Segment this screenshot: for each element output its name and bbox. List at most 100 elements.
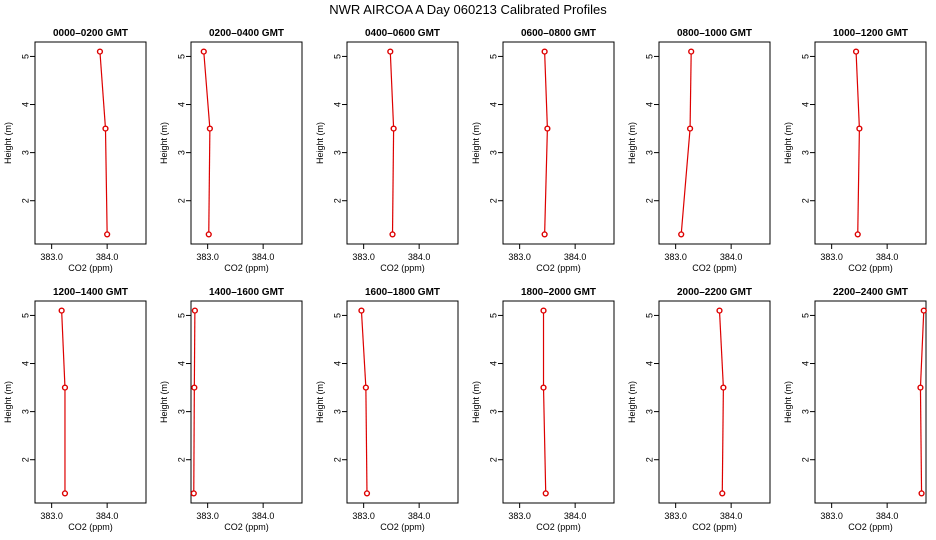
- panel-title: 0200–0400 GMT: [209, 28, 284, 39]
- profile-segment: [193, 387, 195, 494]
- y-tick-label: 4: [176, 361, 186, 366]
- x-tick-label: 383.0: [664, 252, 687, 262]
- profile-point: [678, 231, 685, 238]
- x-tick-label: 383.0: [352, 511, 375, 521]
- x-axis-label: CO2 (ppm): [536, 522, 581, 532]
- panel-title: 1000–1200 GMT: [833, 28, 908, 39]
- profile-segment: [855, 51, 860, 129]
- plot-frame: [814, 300, 927, 504]
- y-tick-label: 5: [644, 54, 654, 59]
- panel-title: 1400–1600 GMT: [209, 287, 284, 298]
- plot-frame: [34, 41, 147, 245]
- profile-segment: [391, 128, 395, 235]
- profile-segment: [919, 310, 925, 388]
- profile-segment: [208, 128, 211, 235]
- profile-segment: [542, 387, 547, 494]
- y-tick-label: 5: [488, 54, 498, 59]
- profile-point: [104, 231, 111, 238]
- x-tick-label: 384.0: [408, 511, 431, 521]
- y-tick-label: 3: [176, 150, 186, 155]
- x-tick-label: 384.0: [96, 252, 119, 262]
- x-axis-label: CO2 (ppm): [692, 522, 737, 532]
- y-tick-label: 3: [644, 409, 654, 414]
- y-axis-label: Height (m): [627, 381, 637, 423]
- y-tick-label: 3: [332, 409, 342, 414]
- profile-point: [387, 48, 394, 55]
- profile-segment: [360, 310, 367, 388]
- panel-title: 0000–0200 GMT: [53, 28, 128, 39]
- y-tick-label: 2: [488, 198, 498, 203]
- y-tick-label: 5: [800, 54, 810, 59]
- profile-segment: [919, 387, 923, 494]
- plot-frame: [190, 300, 303, 504]
- x-tick-label: 383.0: [508, 252, 531, 262]
- x-tick-label: 384.0: [564, 511, 587, 521]
- y-tick-label: 2: [20, 457, 30, 462]
- profile-point: [540, 384, 547, 391]
- profile-point: [363, 490, 371, 497]
- y-tick-label: 5: [332, 313, 342, 318]
- y-tick-label: 2: [332, 457, 342, 462]
- y-tick-label: 3: [800, 150, 810, 155]
- profile-point: [61, 384, 69, 391]
- y-tick-label: 2: [176, 457, 186, 462]
- y-tick-label: 4: [20, 361, 30, 366]
- panel-title: 0400–0600 GMT: [365, 28, 440, 39]
- panel-title: 1200–1400 GMT: [53, 287, 128, 298]
- plot-frame: [502, 41, 615, 245]
- x-tick-label: 384.0: [876, 511, 899, 521]
- profile-point: [917, 384, 924, 391]
- profile-segment: [61, 310, 66, 388]
- profile-segment: [544, 128, 548, 235]
- y-tick-label: 3: [488, 150, 498, 155]
- y-tick-label: 5: [20, 54, 30, 59]
- x-axis-label: CO2 (ppm): [224, 522, 269, 532]
- profile-segment: [857, 128, 860, 235]
- y-tick-label: 5: [488, 313, 498, 318]
- profile-point: [686, 125, 694, 132]
- y-axis-label: Height (m): [3, 122, 13, 164]
- x-tick-label: 384.0: [876, 252, 899, 262]
- profile-segment: [689, 51, 692, 129]
- profile-point: [206, 125, 213, 132]
- profile-point: [541, 231, 548, 238]
- y-tick-label: 4: [332, 102, 342, 107]
- x-tick-label: 384.0: [96, 511, 119, 521]
- y-tick-label: 5: [20, 313, 30, 318]
- profile-point: [358, 307, 365, 314]
- y-tick-label: 3: [20, 150, 30, 155]
- profile-segment: [721, 387, 724, 494]
- profile-point: [719, 490, 726, 497]
- y-tick-label: 3: [20, 409, 30, 414]
- y-tick-label: 4: [176, 102, 186, 107]
- profile-point: [720, 384, 727, 391]
- profile-point: [58, 307, 65, 314]
- profile-point: [362, 384, 369, 391]
- profile-point: [96, 48, 104, 55]
- profile-segment: [365, 387, 368, 494]
- profile-segment: [99, 51, 107, 129]
- y-tick-label: 5: [644, 313, 654, 318]
- y-tick-label: 2: [800, 198, 810, 203]
- profile-point: [389, 231, 396, 238]
- plot-frame: [814, 41, 927, 245]
- profile-point: [854, 231, 861, 238]
- profile-point: [688, 48, 695, 55]
- x-tick-label: 383.0: [664, 511, 687, 521]
- y-axis-label: Height (m): [315, 381, 325, 423]
- y-axis-label: Height (m): [783, 122, 793, 164]
- profile-point: [200, 48, 207, 55]
- profile-point: [390, 125, 397, 132]
- y-tick-label: 4: [644, 361, 654, 366]
- profile-point: [540, 307, 547, 314]
- y-tick-label: 4: [488, 102, 498, 107]
- panel-title: 2200–2400 GMT: [833, 287, 908, 298]
- profile-segment: [544, 51, 548, 129]
- profile-point: [61, 490, 69, 497]
- plot-frame: [658, 41, 771, 245]
- y-axis-label: Height (m): [627, 122, 637, 164]
- y-tick-label: 5: [332, 54, 342, 59]
- y-axis-label: Height (m): [315, 122, 325, 164]
- x-tick-label: 384.0: [720, 511, 743, 521]
